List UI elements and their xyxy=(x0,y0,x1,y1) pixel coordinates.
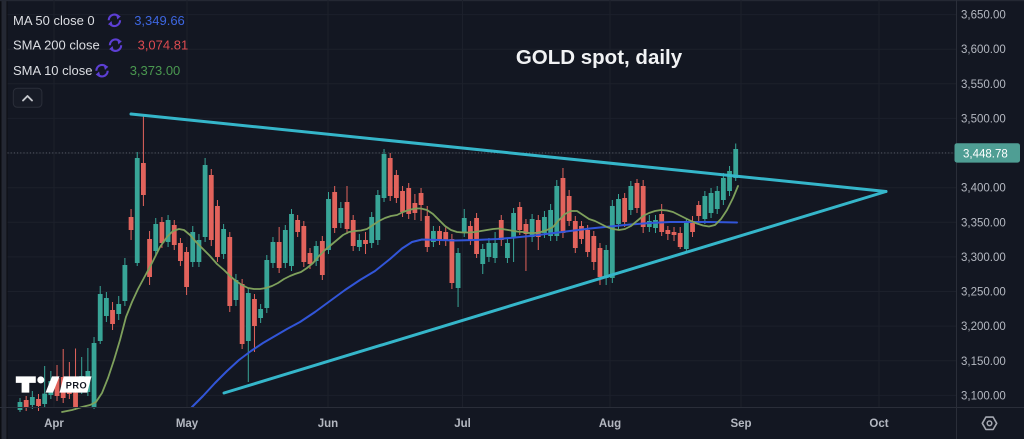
svg-text:Oct: Oct xyxy=(869,418,888,430)
svg-text:Apr: Apr xyxy=(44,418,64,430)
svg-text:3,349.66: 3,349.66 xyxy=(134,13,185,28)
svg-text:Jul: Jul xyxy=(454,418,471,430)
svg-text:3,150.00: 3,150.00 xyxy=(961,356,1006,368)
svg-text:3,373.00: 3,373.00 xyxy=(130,63,181,78)
svg-text:SMA 200 close: SMA 200 close xyxy=(13,38,100,53)
svg-text:Sep: Sep xyxy=(730,418,751,430)
svg-text:PRO: PRO xyxy=(66,380,87,390)
svg-text:3,200.00: 3,200.00 xyxy=(961,321,1006,333)
svg-text:3,074.81: 3,074.81 xyxy=(138,38,189,53)
svg-text:MA 50 close 0: MA 50 close 0 xyxy=(13,13,95,28)
svg-text:3,650.00: 3,650.00 xyxy=(961,10,1006,22)
svg-text:3,550.00: 3,550.00 xyxy=(961,79,1006,91)
svg-text:3,300.00: 3,300.00 xyxy=(961,252,1006,264)
svg-text:3,250.00: 3,250.00 xyxy=(961,287,1006,299)
svg-text:May: May xyxy=(176,418,199,430)
svg-text:SMA 10 close: SMA 10 close xyxy=(13,63,93,78)
svg-text:Jun: Jun xyxy=(318,418,338,430)
svg-text:3,600.00: 3,600.00 xyxy=(961,44,1006,56)
svg-text:3,400.00: 3,400.00 xyxy=(961,183,1006,195)
svg-text:Aug: Aug xyxy=(599,418,621,430)
svg-text:3,100.00: 3,100.00 xyxy=(961,390,1006,402)
svg-text:GOLD spot, daily: GOLD spot, daily xyxy=(516,46,683,69)
svg-text:3,448.78: 3,448.78 xyxy=(963,148,1008,160)
svg-text:3,500.00: 3,500.00 xyxy=(961,113,1006,125)
svg-text:3,350.00: 3,350.00 xyxy=(961,217,1006,229)
